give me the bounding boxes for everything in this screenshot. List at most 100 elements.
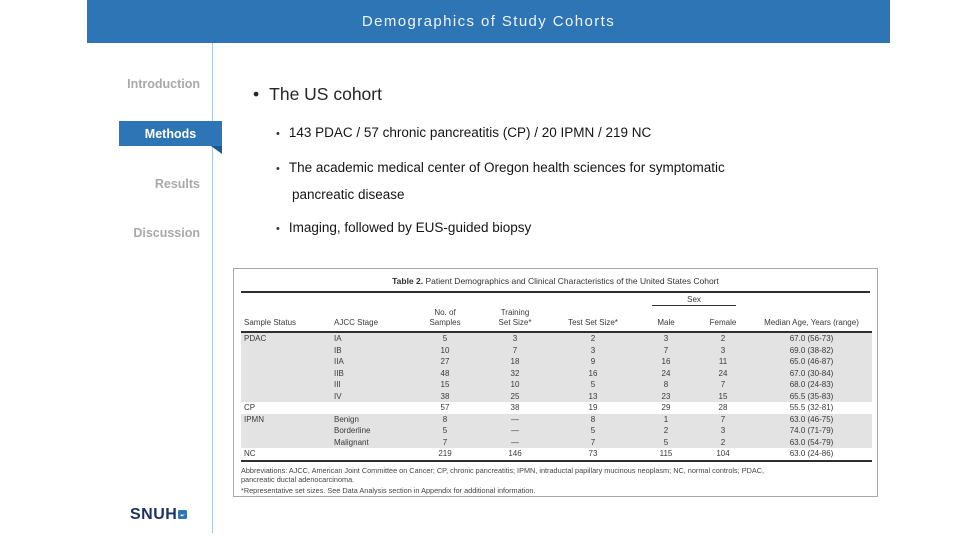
section-heading-text: The US cohort xyxy=(269,84,382,104)
cell-age: 65.5 (35-83) xyxy=(751,390,873,402)
cell-stage: Benign xyxy=(327,413,409,425)
cell-test: 5 xyxy=(549,379,637,391)
cell-status xyxy=(241,425,327,437)
cell-status xyxy=(241,379,327,391)
col-header-sample-status: Sample Status xyxy=(241,306,327,333)
cell-female: 2 xyxy=(695,436,752,448)
cell-test: 7 xyxy=(549,436,637,448)
cell-age: 74.0 (71-79) xyxy=(751,425,873,437)
cell-test: 13 xyxy=(549,390,637,402)
ribbon-fold-shape xyxy=(211,146,222,154)
table-row: IIB 48 32 16 24 24 67.0 (30-84) xyxy=(241,367,873,379)
table-row: IB 10 7 3 7 3 69.0 (38-82) xyxy=(241,344,873,356)
table-title-number: Table 2. xyxy=(392,276,424,286)
cell-male: 1 xyxy=(637,413,695,425)
cell-status xyxy=(241,367,327,379)
cell-n: 219 xyxy=(409,448,481,462)
cell-status xyxy=(241,436,327,448)
cell-stage: IV xyxy=(327,390,409,402)
cell-stage: IB xyxy=(327,344,409,356)
col-header-median-age: Median Age, Years (range) xyxy=(751,306,873,333)
section-heading: • The US cohort xyxy=(253,84,382,105)
cell-status xyxy=(241,356,327,368)
cell-status: CP xyxy=(244,403,256,412)
cell-test: 73 xyxy=(549,448,637,462)
table-row: Borderline 5—5 2 3 74.0 (71-79) xyxy=(241,425,873,437)
cell-female: 15 xyxy=(695,390,752,402)
cell-n: 8 xyxy=(409,413,481,425)
cell-n: 38 xyxy=(409,390,481,402)
table-row: Malignant 7—7 5 2 63.0 (54-79) xyxy=(241,436,873,448)
sidebar-item-methods-label: Methods xyxy=(144,126,197,141)
cell-age: 63.0 (24-86) xyxy=(751,448,873,462)
cell-male: 24 xyxy=(637,367,695,379)
cell-test: 9 xyxy=(549,356,637,368)
cell-female: 3 xyxy=(695,344,752,356)
cell-female: 7 xyxy=(695,379,752,391)
spanner-spacer xyxy=(241,293,637,306)
cell-n: 5 xyxy=(409,332,481,345)
cell-stage: IA xyxy=(327,332,409,345)
cell-age: 65.0 (46-87) xyxy=(751,356,873,368)
cell-train: 10 xyxy=(481,379,549,391)
cell-male: 3 xyxy=(637,332,695,345)
cell-n: 7 xyxy=(409,436,481,448)
cell-stage: IIA xyxy=(327,356,409,368)
table-row: III 15 10 5 8 7 68.0 (24-83) xyxy=(241,379,873,391)
sex-spanner-row: Sex xyxy=(241,293,872,306)
cell-female: 104 xyxy=(695,448,752,462)
cell-female: 24 xyxy=(695,367,752,379)
table-row: NC 219 146 73 115 104 63.0 (24-86) xyxy=(241,448,873,462)
snuh-logo-text: SNUH xyxy=(130,506,178,523)
sidebar-item-discussion: Discussion xyxy=(133,226,200,240)
table-row: IPMN Benign 8—8 1 7 63.0 (46-75) xyxy=(241,413,873,425)
cell-stage: Borderline xyxy=(327,425,409,437)
cell-male: 2 xyxy=(637,425,695,437)
cell-train: 25 xyxy=(481,390,549,402)
cell-status xyxy=(241,344,327,356)
col-header-test-set-size: Test Set Size* xyxy=(549,306,637,333)
cell-age: 69.0 (38-82) xyxy=(751,344,873,356)
cell-age: 63.0 (46-75) xyxy=(751,413,873,425)
cell-male: 5 xyxy=(637,436,695,448)
cell-male: 7 xyxy=(637,344,695,356)
table-header-row: Sample Status AJCC Stage No. of Samples … xyxy=(241,306,873,333)
col-header-training-set-size: Training Set Size* xyxy=(481,306,549,333)
cell-train: 38 xyxy=(510,403,520,412)
heading-bullet-icon: • xyxy=(253,84,260,104)
bullet-icon: • xyxy=(276,223,280,235)
table-inner: Table 2. Patient Demographics and Clinic… xyxy=(241,269,873,495)
table-footnote-asterisk: *Representative set sizes. See Data Anal… xyxy=(241,485,536,495)
table-body: PDAC IA 5 3 2 3 2 67.0 (56-73) IB 10 7 3 7 3 69.0 (38… xyxy=(241,332,873,462)
cell-test: 2 xyxy=(549,332,637,345)
bullet-item: • 143 PDAC / 57 chronic pancreatitis (CP)… xyxy=(276,120,786,147)
cell-n: 48 xyxy=(409,367,481,379)
cell-test: 5 xyxy=(549,425,637,437)
cell-train: 3 xyxy=(481,332,549,345)
cell-stage xyxy=(327,402,409,414)
table-footnote-abbreviations: Abbreviations: AJCC, American Joint Comm… xyxy=(241,465,765,485)
bullet-icon: • xyxy=(276,128,280,140)
cell-female: 28 xyxy=(718,403,728,412)
cell-n: 10 xyxy=(409,344,481,356)
cell-n: 57 xyxy=(440,403,450,412)
cell-status: NC xyxy=(241,448,327,462)
cell-test: 16 xyxy=(549,367,637,379)
demographics-table-figure: Table 2. Patient Demographics and Clinic… xyxy=(233,268,878,497)
cell-stage xyxy=(327,448,409,462)
cell-stage: IIB xyxy=(327,367,409,379)
demographics-table: Sex Sample Status AJCC Stage No. of Samp… xyxy=(241,293,873,462)
cell-train: 146 xyxy=(481,448,549,462)
sex-spanner-header: Sex xyxy=(637,293,751,306)
cell-male: 29 xyxy=(661,403,671,412)
cell-stage: III xyxy=(327,379,409,391)
slide-title: Demographics of Study Cohorts xyxy=(361,13,616,30)
col-header-female: Female xyxy=(695,306,752,333)
cell-male: 115 xyxy=(637,448,695,462)
col-header-no-of-samples: No. of Samples xyxy=(409,306,481,333)
sex-spanner-label: Sex xyxy=(652,295,737,306)
spanner-spacer xyxy=(751,293,872,306)
cell-test: 19 xyxy=(588,403,598,412)
cell-female: 7 xyxy=(695,413,752,425)
